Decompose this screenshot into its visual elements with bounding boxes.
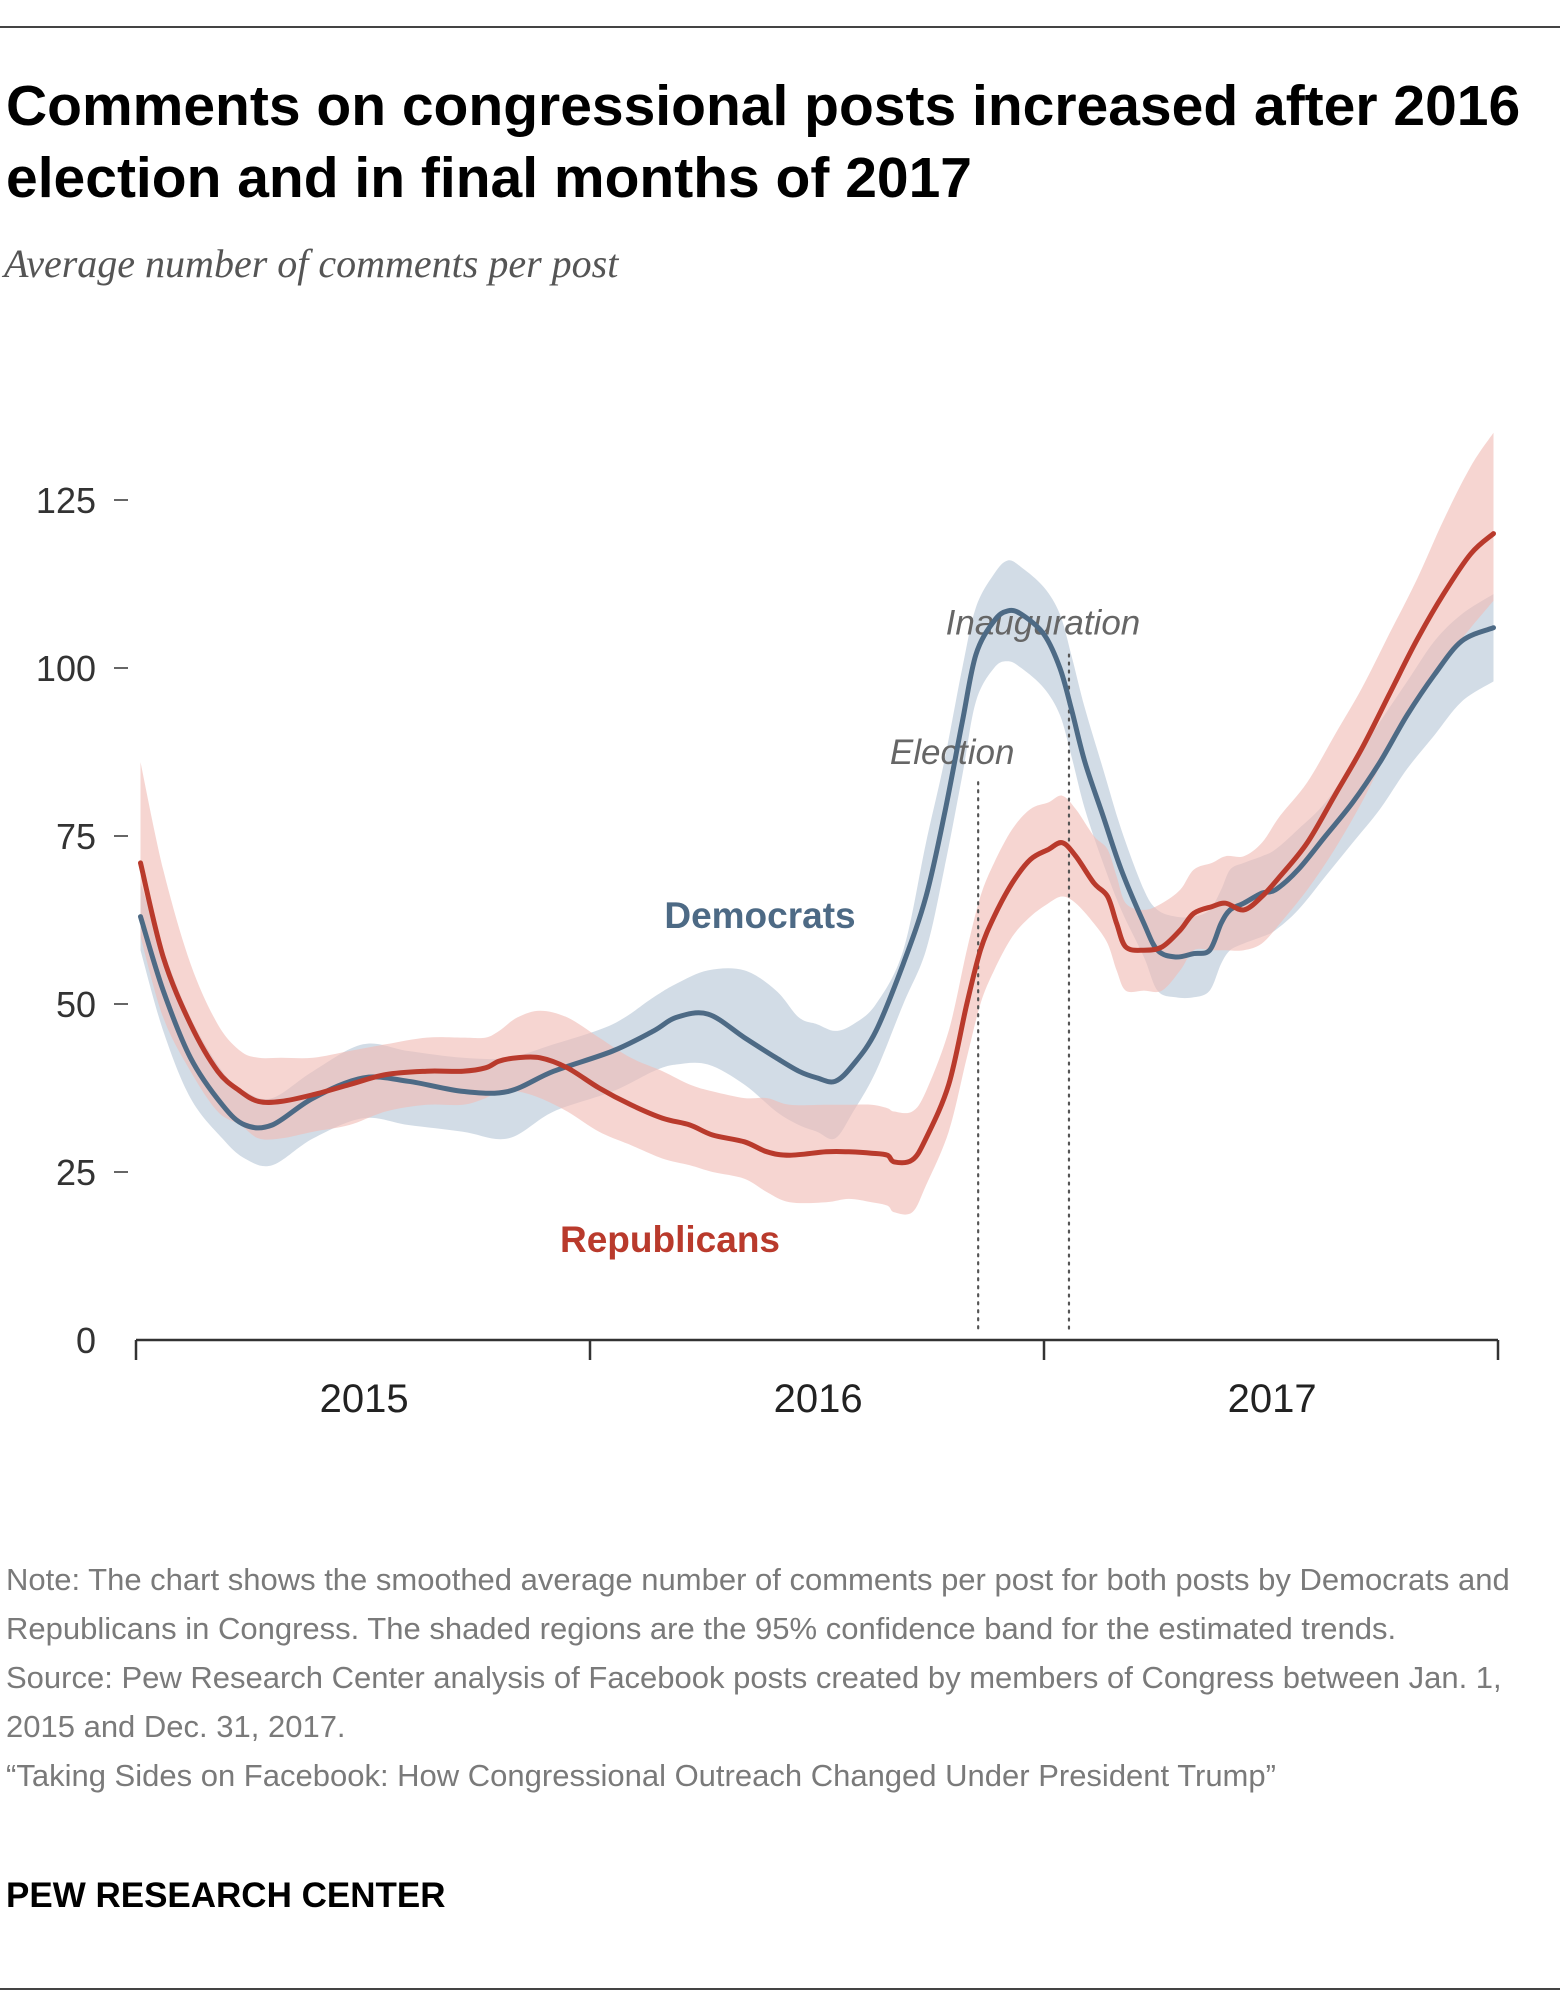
- democrats-line: [138, 607, 1496, 1131]
- top-rule: [0, 26, 1560, 28]
- series-lines: [138, 531, 1496, 1166]
- y-tick-label: 25: [56, 1152, 96, 1193]
- brand-logo-text: PEW RESEARCH CENTER: [6, 1876, 446, 1915]
- x-axis: 2015 2016 2017: [134, 1338, 1500, 1421]
- x-tick-label: 2016: [774, 1377, 863, 1421]
- chart-title: Comments on congressional posts increase…: [6, 74, 1521, 210]
- republicans-confidence-band: [140, 432, 1494, 1215]
- y-tick-label: 0: [76, 1320, 96, 1361]
- series-labels: Democrats Republicans: [560, 895, 856, 1260]
- x-tick-label: 2015: [320, 1377, 409, 1421]
- report-title: “Taking Sides on Facebook: How Congressi…: [6, 1758, 1276, 1793]
- footnotes: Note: The chart shows the smoothed avera…: [6, 1555, 1554, 1800]
- y-tick-label: 75: [56, 816, 96, 857]
- chart-source: Source: Pew Research Center analysis of …: [6, 1660, 1502, 1744]
- republicans-series-label: Republicans: [560, 1219, 780, 1260]
- democrats-series-label: Democrats: [664, 895, 855, 936]
- y-axis: 0 25 50 75 100 125: [36, 480, 128, 1361]
- y-tick-label: 125: [36, 480, 96, 521]
- y-tick-label: 100: [36, 648, 96, 689]
- y-tick-label: 50: [56, 984, 96, 1025]
- confidence-bands: [140, 432, 1494, 1215]
- chart-note: Note: The chart shows the smoothed avera…: [6, 1562, 1510, 1646]
- bottom-rule: [0, 1988, 1560, 1990]
- republicans-line: [138, 531, 1496, 1166]
- x-tick-label: 2017: [1228, 1377, 1317, 1421]
- chart-subtitle: Average number of comments per post: [4, 241, 619, 286]
